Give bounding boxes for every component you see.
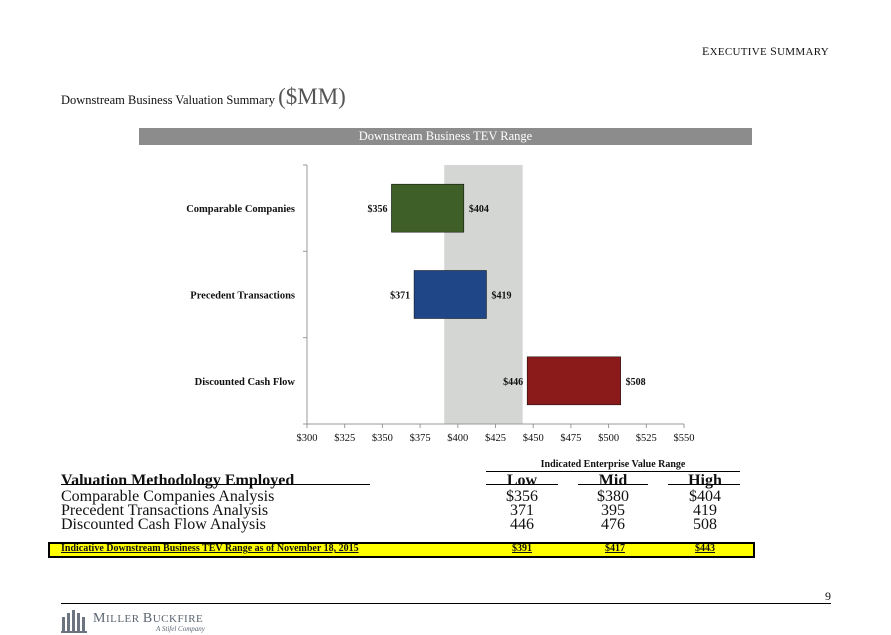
low-data-label: $446 [503, 377, 523, 388]
section-label: EXECUTIVE SUMMARY [701, 44, 829, 58]
table-row: Discounted Cash Flow Analysis 446 476 50… [61, 516, 751, 533]
x-tick-label: $300 [297, 433, 318, 444]
row-high: 419 [693, 502, 717, 519]
logo-tagline: A Stifel Company [156, 625, 205, 633]
row-label: Precedent Transactions Analysis [61, 502, 269, 519]
logo-mark-icon [61, 610, 87, 633]
x-tick-label: $550 [674, 433, 695, 444]
high-underline [668, 484, 740, 485]
mid-underline [578, 484, 648, 485]
range-bar [391, 183, 465, 233]
summary-row: Indicative Downstream Business TEV Range… [48, 542, 755, 558]
row-mid: 476 [601, 516, 625, 533]
company-logo: MILLER BUCKFIRE A Stifel Company [61, 607, 221, 633]
x-tick-label: $400 [447, 433, 468, 444]
page-title: Downstream Business Valuation Summary ($… [61, 84, 346, 110]
row-mid: $380 [597, 488, 629, 505]
table-row: Precedent Transactions Analysis 371 395 … [61, 502, 751, 519]
range-bar [526, 356, 621, 406]
summary-high: $443 [695, 543, 715, 554]
page-number: 9 [825, 589, 831, 603]
page-title-unit: ($MM) [278, 84, 346, 109]
x-tick-label: $350 [372, 433, 393, 444]
x-tick-label: $450 [523, 433, 544, 444]
row-high: 508 [693, 516, 717, 533]
summary-mid: $417 [605, 543, 625, 554]
x-tick-label: $475 [560, 433, 581, 444]
row-high: $404 [689, 488, 721, 505]
high-data-label: $508 [626, 377, 646, 388]
row-low: 371 [510, 502, 534, 519]
page-title-text: Downstream Business Valuation Summary [61, 93, 275, 107]
table-row: Comparable Companies Analysis $356 $380 … [61, 488, 751, 505]
header-underline [61, 484, 370, 485]
x-tick-label: $325 [334, 433, 355, 444]
low-data-label: $371 [390, 291, 410, 302]
row-label: Comparable Companies Analysis [61, 488, 275, 505]
logo-name: MILLER BUCKFIRE [93, 611, 204, 626]
row-low: $356 [506, 488, 538, 505]
high-data-label: $419 [491, 291, 511, 302]
range-bar [413, 270, 487, 319]
summary-label: Indicative Downstream Business TEV Range… [61, 543, 359, 554]
low-underline [486, 484, 558, 485]
x-tick-label: $500 [598, 433, 619, 444]
high-data-label: $404 [469, 204, 489, 215]
category-label: Precedent Transactions [190, 291, 295, 302]
category-label: Comparable Companies [186, 204, 295, 215]
chart-title: Downstream Business TEV Range [139, 128, 752, 145]
row-label: Discounted Cash Flow Analysis [61, 516, 266, 533]
row-low: 446 [510, 516, 534, 533]
category-label: Discounted Cash Flow [195, 377, 296, 388]
low-data-label: $356 [367, 204, 387, 215]
summary-low: $391 [512, 543, 532, 554]
x-tick-label: $375 [410, 433, 431, 444]
table-group-header: Indicated Enterprise Value Range [486, 459, 740, 472]
row-mid: 395 [601, 502, 625, 519]
footer-divider [61, 603, 831, 604]
x-tick-label: $525 [636, 433, 657, 444]
tev-range-chart: $300 $325 $350 $375 $400 $425 $450 $475 $500 $525… [186, 164, 695, 444]
x-tick-label: $425 [485, 433, 506, 444]
